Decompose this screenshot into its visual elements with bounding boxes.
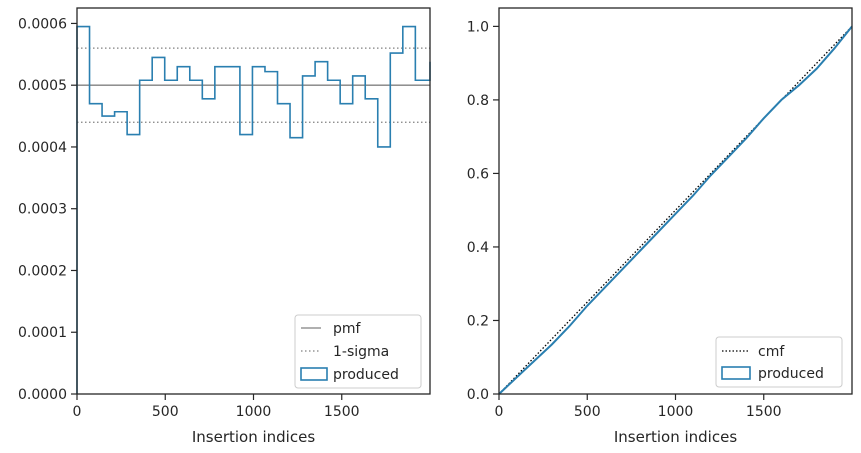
- x-tick-label: 500: [152, 404, 179, 420]
- x-tick-label: 500: [574, 404, 601, 420]
- x-tick-label: 1500: [746, 404, 782, 420]
- y-tick-label: 0.0001: [18, 325, 67, 341]
- x-tick-label: 1000: [658, 404, 694, 420]
- x-tick-label: 0: [495, 404, 504, 420]
- cmf-chart-frame: [498, 7, 853, 395]
- legend-produced-swatch: [721, 366, 751, 380]
- y-tick-label: 0.0005: [18, 78, 67, 94]
- cmf-chart-xlabel: Insertion indices: [614, 428, 737, 446]
- produced-histogram: [76, 25, 431, 394]
- y-tick-label: 0.2: [467, 313, 489, 329]
- y-tick-label: 0.0003: [18, 202, 67, 218]
- y-tick-label: 1.0: [467, 19, 489, 35]
- legend-entry: produced: [758, 366, 824, 382]
- legend-box: [715, 336, 843, 388]
- y-tick-label: 0.0002: [18, 263, 67, 279]
- y-tick-label: 0.0004: [18, 140, 67, 156]
- pmf-chart-legend: pmf 1-sigma produced: [294, 314, 422, 389]
- x-tick-label: 1500: [324, 404, 360, 420]
- x-tick-label: 1000: [236, 404, 272, 420]
- produced-cdf-line: [498, 25, 853, 395]
- y-tick-label: 0.0: [467, 387, 489, 403]
- legend-produced-swatch: [300, 367, 328, 381]
- pmf-chart: 0 500 1000 1500 0.0000 0.0001 0.0002 0.0003 0.0…: [18, 7, 431, 446]
- pmf-chart-xlabel: Insertion indices: [192, 428, 315, 446]
- y-tick-label: 0.4: [467, 240, 489, 256]
- legend-entry: pmf: [333, 321, 362, 337]
- legend-entry: cmf: [758, 344, 785, 360]
- y-tick-label: 0.6: [467, 166, 489, 182]
- y-tick-label: 0.0000: [18, 387, 67, 403]
- cmf-chart: 0 500 1000 1500 0.0 0.2 0.4 0.6 0.8 1.0 Insertio…: [467, 7, 853, 446]
- cmf-line: [498, 25, 853, 395]
- legend-entry: produced: [333, 367, 399, 383]
- legend-entry: 1-sigma: [333, 344, 389, 360]
- x-tick-label: 0: [73, 404, 82, 420]
- y-tick-label: 0.0006: [18, 16, 67, 32]
- cmf-chart-legend: cmf produced: [715, 336, 843, 388]
- y-tick-label: 0.8: [467, 93, 489, 109]
